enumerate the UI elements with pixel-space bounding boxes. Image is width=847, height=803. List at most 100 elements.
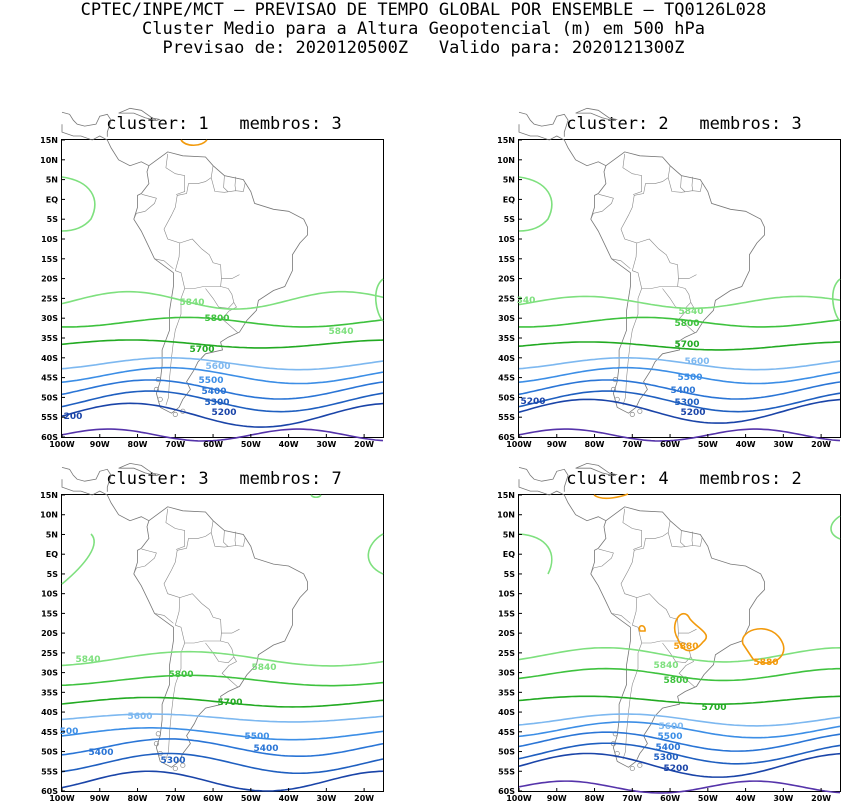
lat-tick-label: 20S: [498, 275, 515, 284]
lat-tick-label: 10N: [40, 511, 58, 520]
contour-label: 5840: [251, 663, 276, 673]
country-border: [622, 153, 642, 195]
country-border: [662, 286, 692, 309]
contour-label: 5300: [674, 398, 699, 408]
country-border: [662, 640, 692, 664]
lon-tick-label: 40W: [736, 440, 756, 449]
lat-tick-label: 5N: [503, 176, 515, 185]
lon-tick-label: 30W: [773, 440, 793, 449]
country-border: [691, 176, 693, 191]
lon-tick-label: 100W: [506, 794, 532, 803]
country-border: [593, 548, 614, 569]
contour-line: [310, 494, 322, 499]
lat-axis: 15N 10N 5N EQ 5S 10S 15S 20S 25S 30S 35S 40S 45S 50S 5…: [497, 491, 522, 796]
country-border: [210, 532, 246, 548]
lat-tick-label: 10N: [497, 511, 515, 520]
country-border: [620, 165, 671, 271]
lon-axis: 100W 90W 80W 70W 60W 50W 40W 30W 20W: [49, 788, 374, 803]
lat-tick-label: 20S: [41, 275, 58, 284]
country-border: [154, 613, 174, 624]
lat-tick-label: 25S: [498, 649, 515, 658]
country-border: [165, 153, 185, 195]
country-border: [133, 567, 137, 575]
lat-tick-label: 15S: [41, 255, 58, 264]
contour-label: 5200: [680, 408, 705, 418]
country-border: [590, 567, 594, 575]
central-america-coastline: [518, 111, 569, 137]
central-america-coastline: [575, 462, 618, 477]
country-border: [154, 258, 174, 269]
contour-label: 5200: [520, 397, 545, 407]
contour-layer: [61, 494, 384, 792]
contour-line: [830, 515, 841, 540]
lon-tick-label: 100W: [49, 794, 75, 803]
country-border: [133, 213, 137, 220]
contour-line: [518, 752, 841, 778]
island-outline: [637, 408, 643, 414]
contour-label: 5300: [653, 753, 678, 763]
map-frame: [61, 494, 384, 792]
lon-tick-label: 20W: [354, 794, 374, 803]
island-outline: [155, 731, 161, 737]
lon-tick-label: 100W: [506, 440, 532, 449]
contour-label: 5840: [653, 661, 678, 671]
lon-tick-label: 30W: [773, 794, 793, 803]
lon-tick-label: 30W: [316, 440, 336, 449]
country-border: [179, 238, 222, 289]
contour-label: 5700: [189, 345, 214, 355]
lat-tick-label: 5S: [47, 215, 59, 224]
lat-tick-label: 40S: [41, 354, 58, 363]
lat-axis: 15N 10N 5N EQ 5S 10S 15S 20S 25S 30S 35S 40S 45S 50S 5…: [497, 136, 522, 442]
lat-tick-label: 30S: [41, 314, 58, 323]
contour-line: [61, 357, 384, 371]
map-panel-4: 5880 5880 5840 5800 5700 56005500540053005200…: [497, 462, 841, 803]
panel-2-title: cluster: 2 membros: 3: [566, 114, 802, 134]
contour-label: 5200: [211, 408, 236, 418]
lon-tick-label: 70W: [165, 440, 185, 449]
contour-label: 5400: [655, 743, 680, 753]
lat-tick-label: EQ: [46, 550, 58, 559]
south-america-coastline: [133, 151, 308, 414]
lat-tick-label: 25S: [41, 649, 58, 658]
country-border: [622, 624, 643, 760]
island-outline: [172, 411, 178, 417]
country-border: [622, 508, 642, 550]
island-outline: [180, 762, 186, 768]
lat-tick-label: 15S: [498, 609, 515, 618]
lon-tick-label: 40W: [736, 794, 756, 803]
country-border: [234, 176, 236, 191]
lat-tick-label: 10S: [41, 590, 58, 599]
lat-tick-label: 20S: [498, 629, 515, 638]
contour-line: [518, 341, 841, 351]
lon-tick-label: 80W: [585, 440, 605, 449]
contour-line: [61, 402, 384, 428]
lat-tick-label: 15N: [40, 491, 58, 500]
contour-label: 5700: [217, 698, 242, 708]
lat-tick-label: 5N: [46, 530, 58, 539]
contour-line: [518, 742, 841, 765]
contour-line: [61, 366, 384, 385]
lat-tick-label: 35S: [41, 688, 58, 697]
lon-tick-label: 30W: [316, 794, 336, 803]
contour-label: 5400: [253, 744, 278, 754]
lon-tick-label: 90W: [90, 440, 110, 449]
central-america-coastline: [61, 467, 112, 492]
lat-tick-label: 35S: [498, 688, 515, 697]
contour-label: 5500: [244, 732, 269, 742]
lon-tick-label: 90W: [547, 440, 567, 449]
contour-line: [518, 398, 841, 424]
country-border: [234, 531, 236, 546]
map-frame: [61, 139, 384, 438]
lat-tick-label: 45S: [41, 728, 58, 737]
lon-axis: 100W 90W 80W 70W 60W 50W 40W 30W 20W: [506, 788, 831, 803]
country-border: [667, 177, 703, 193]
country-border: [611, 613, 631, 624]
country-border: [678, 628, 697, 634]
contour-line: [61, 696, 384, 708]
country-border: [590, 213, 594, 220]
contour-label: 5880: [673, 642, 698, 652]
lon-tick-label: 40W: [279, 440, 299, 449]
contour-line: [673, 612, 708, 652]
lon-tick-label: 40W: [279, 794, 299, 803]
panel-3-title: cluster: 3 membros: 7: [106, 469, 342, 489]
